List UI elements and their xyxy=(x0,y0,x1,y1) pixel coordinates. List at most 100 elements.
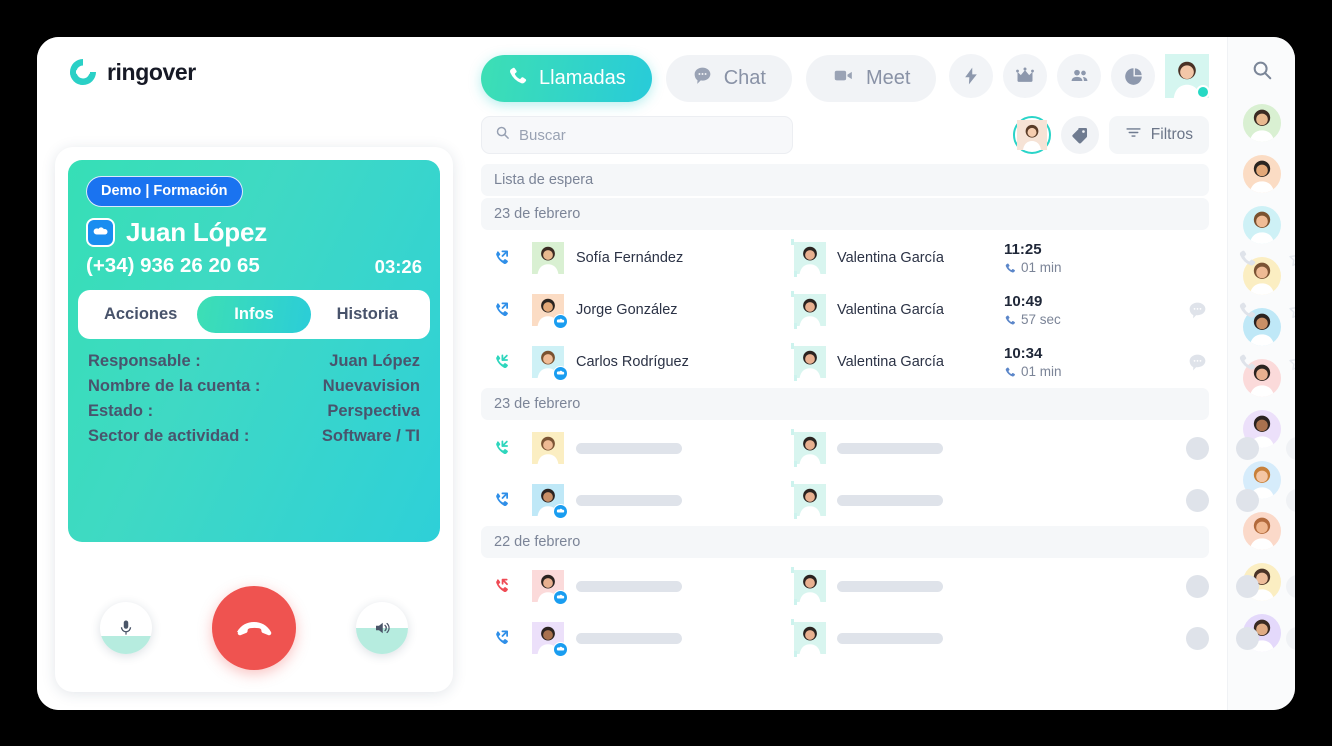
tab-llamadas[interactable]: Llamadas xyxy=(481,55,652,102)
call-time: 10:49 xyxy=(1004,292,1043,310)
chat-bubble-icon[interactable] xyxy=(1172,626,1222,650)
agent-name: Valentina García xyxy=(837,250,944,266)
info-value: Juan López xyxy=(329,352,420,370)
table-row[interactable] xyxy=(481,474,1295,526)
info-row-estado: Estado : Perspectiva xyxy=(88,402,420,421)
phone-icon[interactable] xyxy=(1222,248,1272,268)
phone-icon[interactable] xyxy=(1222,352,1272,372)
avatar xyxy=(532,294,568,329)
avatar xyxy=(794,484,826,516)
date-group-header: 22 de febrero xyxy=(481,526,1209,558)
call-direction-icon xyxy=(494,352,532,373)
star-icon[interactable] xyxy=(1272,300,1295,321)
filters-button[interactable]: Filtros xyxy=(1108,116,1209,154)
avatar xyxy=(532,622,568,657)
tab-meet-label: Meet xyxy=(865,67,911,89)
call-timer: 03:26 xyxy=(374,256,422,277)
video-camera-icon xyxy=(832,65,855,92)
chat-bubble-icon[interactable] xyxy=(1172,488,1222,512)
info-label: Nombre de la cuenta : xyxy=(88,377,261,395)
info-label: Responsable : xyxy=(88,352,201,370)
call-duration: 01 min xyxy=(1004,364,1172,379)
user-avatar[interactable] xyxy=(1165,54,1210,99)
tab-acciones[interactable]: Acciones xyxy=(103,305,178,323)
tag-icon[interactable] xyxy=(1060,116,1099,154)
row-actions xyxy=(1172,626,1295,650)
call-contact-name: Juan López xyxy=(126,217,268,247)
star-icon[interactable] xyxy=(1272,352,1295,373)
phone-icon[interactable] xyxy=(1222,488,1272,512)
salesforce-badge-icon xyxy=(553,504,568,519)
calls-panel: Llamadas Chat xyxy=(471,37,1295,710)
contact-cell: Carlos Rodríguez xyxy=(532,346,794,381)
tab-historia[interactable]: Historia xyxy=(336,305,399,323)
skeleton-bar xyxy=(576,580,682,592)
star-icon[interactable] xyxy=(1272,574,1295,598)
rail-avatar-3[interactable] xyxy=(1242,206,1281,244)
speaker-icon[interactable] xyxy=(356,602,408,654)
phone-icon[interactable] xyxy=(1222,574,1272,598)
pie-chart-icon[interactable] xyxy=(1111,54,1155,98)
table-row[interactable]: Jorge González Valentina García 10:49 57 se… xyxy=(481,284,1295,336)
call-time: 11:25 xyxy=(1004,240,1042,258)
star-icon[interactable] xyxy=(1272,626,1295,650)
star-icon[interactable] xyxy=(1272,248,1295,269)
people-icon[interactable] xyxy=(1057,54,1101,98)
lightning-bolt-icon[interactable] xyxy=(949,54,993,98)
phone-icon[interactable] xyxy=(1222,300,1272,320)
tab-meet[interactable]: Meet xyxy=(805,55,937,102)
chat-bubble-icon[interactable] xyxy=(1172,574,1222,598)
salesforce-badge-icon xyxy=(553,590,568,605)
contact-cell xyxy=(532,622,794,657)
table-row[interactable]: Sofía Fernández Valentina García 11:25 01 m… xyxy=(481,232,1295,284)
table-row[interactable] xyxy=(481,612,1295,664)
star-icon[interactable] xyxy=(1272,488,1295,512)
search-placeholder: Buscar xyxy=(519,126,566,144)
header-actions xyxy=(949,54,1210,99)
time-cell: 10:34 01 min xyxy=(1004,345,1172,379)
star-icon[interactable] xyxy=(1272,436,1295,460)
chat-bubble-icon[interactable] xyxy=(1172,436,1222,460)
left-panel: ringover Demo | Formación Juan López xyxy=(37,37,471,710)
time-cell: 11:25 01 min xyxy=(1004,241,1172,275)
row-actions xyxy=(1172,248,1295,269)
search-toolbar: Buscar xyxy=(471,102,1227,154)
rail-avatar-1[interactable] xyxy=(1242,104,1281,142)
tab-chat[interactable]: Chat xyxy=(665,55,792,102)
hangup-phone-icon[interactable] xyxy=(212,586,296,670)
contact-cell: Jorge González xyxy=(532,294,794,329)
chat-bubble-icon[interactable] xyxy=(1172,300,1222,321)
rail-avatar-9[interactable] xyxy=(1242,512,1281,550)
agent-avatar-filter[interactable] xyxy=(1012,116,1051,154)
microphone-icon[interactable] xyxy=(100,602,152,654)
avatar xyxy=(794,622,826,654)
agent-cell: Valentina García xyxy=(794,242,1004,274)
chat-bubble-icon[interactable] xyxy=(1172,352,1222,373)
call-phone-number: (+34) 936 26 20 65 xyxy=(86,254,260,277)
call-time: 10:34 xyxy=(1004,344,1043,362)
tab-llamadas-label: Llamadas xyxy=(539,67,626,89)
tab-infos[interactable]: Infos xyxy=(197,296,311,333)
avatar xyxy=(794,242,826,274)
contact-cell: Sofía Fernández xyxy=(532,242,794,274)
search-icon[interactable] xyxy=(1251,59,1273,86)
table-row[interactable]: Carlos Rodríguez Valentina García 10:34 01 … xyxy=(481,336,1295,388)
contacts-rail xyxy=(1227,37,1295,710)
phone-icon[interactable] xyxy=(1222,436,1272,460)
search-input[interactable]: Buscar xyxy=(481,116,793,154)
contact-name: Jorge González xyxy=(576,302,678,318)
phone-icon xyxy=(507,65,528,92)
salesforce-cloud-icon xyxy=(86,218,115,247)
brand-name: ringover xyxy=(107,58,196,85)
table-row[interactable] xyxy=(481,560,1295,612)
rail-avatar-2[interactable] xyxy=(1242,155,1281,193)
contact-cell xyxy=(532,570,794,605)
call-direction-icon xyxy=(494,438,532,459)
agent-cell: Valentina García xyxy=(794,294,1004,326)
avatar xyxy=(532,242,564,274)
table-row[interactable] xyxy=(481,422,1295,474)
crown-icon[interactable] xyxy=(1003,54,1047,98)
phone-icon[interactable] xyxy=(1222,626,1272,650)
info-value: Nuevavision xyxy=(322,377,420,395)
agent-cell: Valentina García xyxy=(794,346,1004,378)
